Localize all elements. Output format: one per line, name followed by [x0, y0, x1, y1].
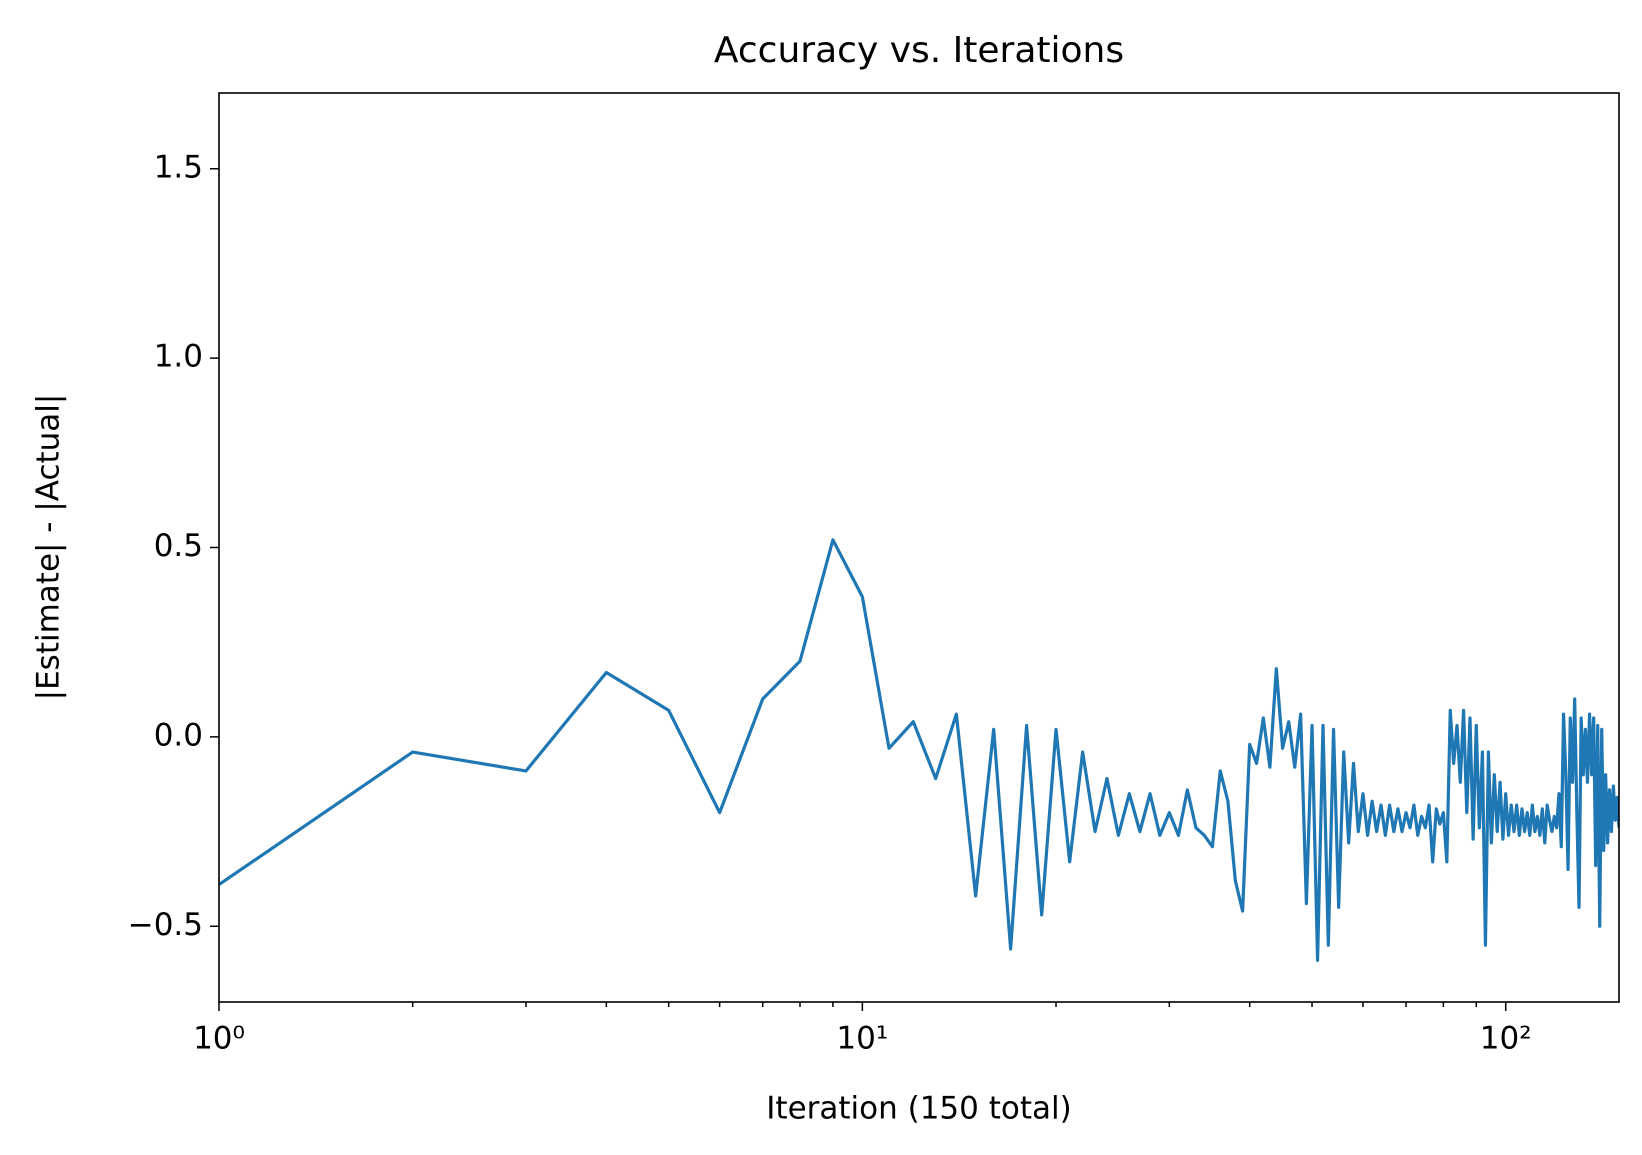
y-axis-label: |Estimate| - |Actual| — [31, 394, 67, 701]
x-tick-label: 10² — [1480, 1021, 1532, 1057]
y-tick-label: 1.0 — [154, 339, 203, 375]
x-tick-label: 10¹ — [836, 1021, 888, 1057]
x-tick-label: 10⁰ — [193, 1021, 245, 1057]
x-axis-label: Iteration (150 total) — [766, 1091, 1071, 1127]
plot-frame — [218, 92, 1620, 1003]
data-line — [219, 538, 1619, 962]
y-tick-label: 0.0 — [154, 717, 203, 753]
y-tick-label: 1.5 — [154, 149, 203, 185]
y-tick-label: 0.5 — [154, 528, 203, 564]
chart-title: Accuracy vs. Iterations — [714, 30, 1124, 71]
y-tick-label: −0.5 — [128, 907, 203, 943]
